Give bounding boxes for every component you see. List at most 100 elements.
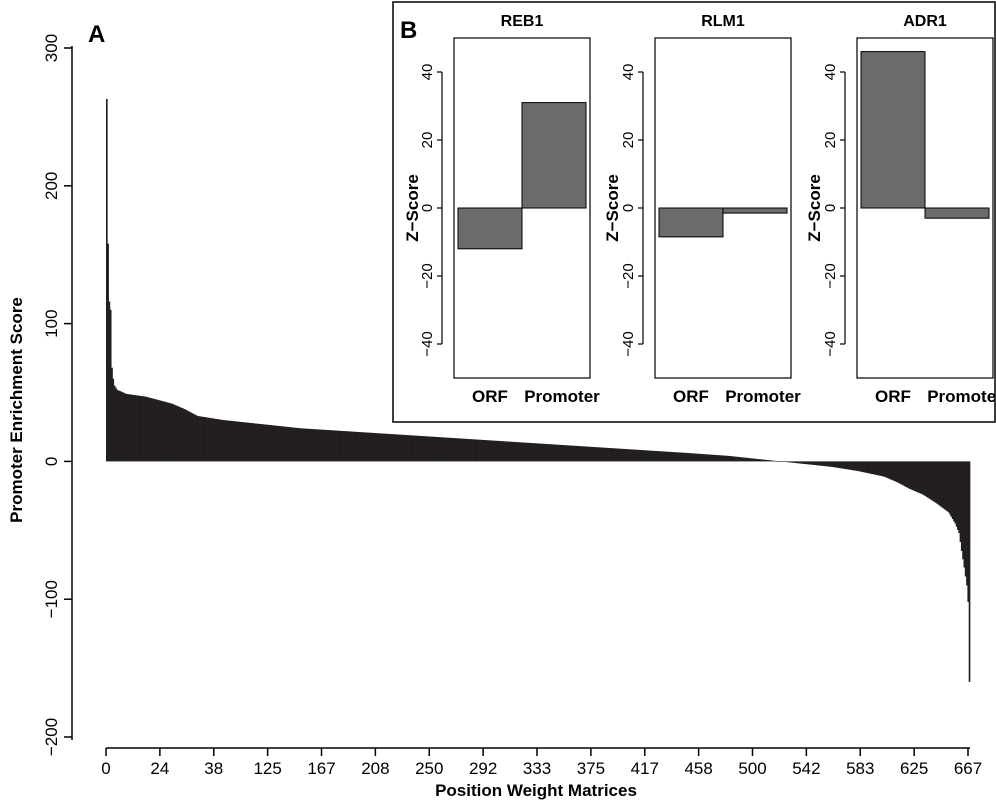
inset-plot-frame [654,37,792,379]
main-bar [796,461,799,464]
main-bar [775,460,778,462]
main-bar [742,457,744,462]
main-bar [420,436,423,462]
main-bar [716,455,718,462]
main-bar [719,455,722,462]
main-bar [139,395,142,462]
main-y-tick-label: 300 [42,34,61,62]
main-bar [669,451,672,462]
main-bar [752,458,755,462]
main-bar [876,461,879,476]
main-bar [779,461,782,462]
main-bar [919,461,922,494]
main-bar [897,461,900,483]
main-bar [537,443,539,462]
main-bar [792,461,795,463]
main-bar [183,409,186,462]
inset-category-label: ORF [673,387,709,406]
main-bar [135,395,138,462]
main-bar [704,454,707,462]
main-bar [503,441,506,462]
main-bar [528,442,530,462]
main-bar [444,437,446,462]
main-bars [106,98,971,682]
main-bar [125,393,128,462]
panel-b-label: B [400,17,417,44]
main-bar [175,405,178,462]
main-bar [106,98,108,462]
main-bar [185,409,187,462]
main-bar [717,455,720,462]
main-bar [606,447,608,462]
main-bar [471,439,473,462]
main-bar [620,448,622,462]
main-bar [872,461,875,475]
inset-y-tick-label: 20 [620,132,637,149]
inset-y-axis-title: Z−Score [603,174,622,242]
main-x-tick-label: 0 [101,759,110,778]
main-bar [155,399,157,462]
main-bar [602,447,604,462]
main-bar [231,421,234,462]
main-bar [190,412,192,462]
main-bar [493,440,495,462]
main-bar [407,435,410,462]
main-bar [770,460,773,462]
main-bar [495,440,498,462]
main-bar [583,446,586,462]
main-bar [861,461,863,472]
main-bar [449,437,451,462]
main-bar [642,450,644,462]
main-bar [532,443,534,462]
main-bar [699,453,701,462]
main-bar [621,448,624,462]
main-bar [551,444,554,462]
main-bar [451,438,454,462]
main-x-tick-label: 208 [361,759,389,778]
main-bar [371,432,374,462]
main-bar [828,461,831,467]
main-bar [950,461,953,517]
main-bar [445,437,448,462]
main-x-tick-label: 583 [846,759,874,778]
main-bar [291,427,293,462]
main-bar [862,461,865,473]
main-bar [274,425,277,462]
main-bar [573,445,576,462]
main-bar [473,439,476,462]
main-bar [275,425,278,462]
main-bar [612,448,615,462]
main-bar [840,461,843,469]
main-bar [368,432,371,462]
main-bar [639,449,642,462]
main-bar [109,309,112,462]
main-bar [795,461,797,464]
main-bar [660,451,663,462]
main-bar [441,437,444,462]
main-bar [481,439,484,462]
main-bar [117,390,120,462]
main-bar [762,459,765,462]
main-bar [140,396,143,462]
main-bar [668,451,670,462]
main-bar [501,441,503,462]
main-bar [674,452,677,462]
main-bar [835,461,837,468]
main-bar [945,461,948,511]
main-bar [383,433,385,462]
main-bar [402,434,405,462]
main-bar [225,420,227,462]
main-bar [766,460,769,462]
main-bar [782,461,784,462]
inset-bar-promoter [722,207,788,214]
main-bar [210,418,213,462]
main-bar [883,461,885,477]
main-bar [935,461,937,503]
main-x-tick-label: 333 [523,759,551,778]
main-bar [571,445,573,462]
main-bar [910,461,913,490]
main-bar [374,433,376,462]
main-bar [811,461,814,465]
main-bar [736,456,739,462]
main-bar [802,461,805,464]
